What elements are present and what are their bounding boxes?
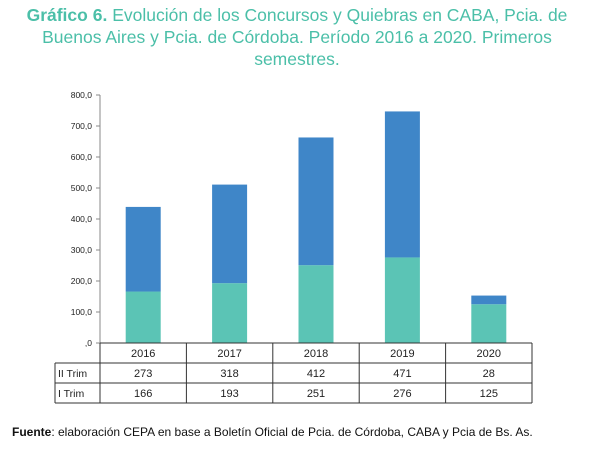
y-tick-label: 700,0 bbox=[71, 121, 93, 131]
y-tick-label: 300,0 bbox=[71, 245, 93, 255]
y-tick-label: 600,0 bbox=[71, 152, 93, 162]
y-tick-label: 100,0 bbox=[71, 307, 93, 317]
data-label: 471 bbox=[393, 368, 411, 380]
y-tick-label: 800,0 bbox=[71, 90, 93, 100]
y-tick-label: 400,0 bbox=[71, 214, 93, 224]
chart-title-line-2: Buenos Aires y Pcia. de Córdoba. Período… bbox=[42, 27, 552, 47]
x-category-label: 2018 bbox=[304, 348, 328, 360]
data-label: 166 bbox=[134, 388, 152, 400]
chart-title-line-3: semestres. bbox=[254, 49, 340, 69]
bar-ii-trim-2020 bbox=[471, 295, 507, 305]
data-label: 28 bbox=[483, 368, 495, 380]
source-note: Fuente: elaboración CEPA en base a Bolet… bbox=[12, 425, 533, 439]
x-category-label: 2016 bbox=[131, 348, 155, 360]
bar-i-trim-2016 bbox=[125, 291, 161, 343]
x-category-label: 2017 bbox=[217, 348, 241, 360]
legend-entry-i-trim: I Trim bbox=[58, 388, 84, 400]
bar-ii-trim-2016 bbox=[125, 206, 161, 292]
x-category-label: 2020 bbox=[477, 348, 501, 360]
bar-i-trim-2019 bbox=[384, 257, 420, 343]
chart-title-line-1: Evolución de los Concursos y Quiebras en… bbox=[112, 5, 568, 25]
bar-i-trim-2017 bbox=[212, 283, 248, 343]
data-label: 251 bbox=[307, 388, 325, 400]
bar-i-trim-2018 bbox=[298, 265, 334, 343]
data-label: 276 bbox=[393, 388, 411, 400]
source-text: : elaboración CEPA en base a Boletín Ofi… bbox=[51, 425, 533, 439]
data-label: 273 bbox=[134, 368, 152, 380]
source-label: Fuente bbox=[12, 425, 52, 439]
chart-title-number: Gráfico 6. bbox=[26, 5, 108, 25]
bar-i-trim-2020 bbox=[471, 304, 507, 343]
x-category-label: 2019 bbox=[390, 348, 414, 360]
data-label: 318 bbox=[220, 368, 238, 380]
data-label: 193 bbox=[220, 388, 238, 400]
data-label: 125 bbox=[480, 388, 498, 400]
y-tick-label: ,0 bbox=[85, 338, 92, 348]
chart-title: Gráfico 6. Evolución de los Concursos y … bbox=[0, 4, 594, 70]
y-tick-label: 200,0 bbox=[71, 276, 93, 286]
legend-entry-ii-trim: II Trim bbox=[58, 368, 87, 380]
bar-ii-trim-2019 bbox=[384, 111, 420, 258]
y-tick-label: 500,0 bbox=[71, 183, 93, 193]
bar-ii-trim-2018 bbox=[298, 137, 334, 266]
bar-ii-trim-2017 bbox=[212, 184, 248, 284]
data-label: 412 bbox=[307, 368, 325, 380]
